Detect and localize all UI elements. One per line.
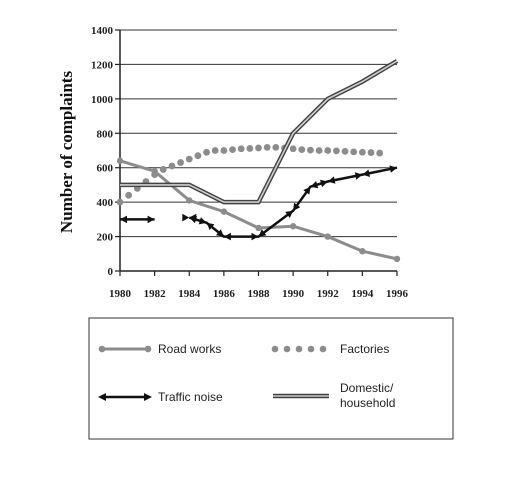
legend-road-works-dot	[145, 346, 152, 353]
data-point	[359, 149, 366, 156]
data-point	[376, 150, 383, 157]
series-domestic-household	[120, 61, 397, 202]
y-tick-label: 600	[97, 163, 114, 175]
data-point	[246, 145, 253, 152]
x-tick-label: 1982	[144, 288, 167, 300]
data-point	[117, 158, 123, 164]
legend-domestic-label-line2: household	[340, 396, 395, 410]
y-axis-label: Number of complaints	[57, 71, 76, 234]
legend-road-works-label: Road works	[158, 342, 221, 356]
y-tick-label: 1000	[91, 94, 114, 106]
series-factories	[117, 144, 383, 206]
legend-factories-dot	[308, 346, 315, 353]
data-point	[203, 149, 210, 156]
y-tick-label: 200	[97, 232, 114, 244]
data-point	[290, 223, 296, 229]
legend-factories-label: Factories	[340, 342, 389, 356]
data-point	[394, 256, 400, 262]
data-point	[220, 147, 227, 154]
data-point	[324, 147, 331, 154]
legend-domestic-label-line1: Domestic/	[340, 381, 394, 395]
data-point	[238, 145, 245, 152]
arrow-head-icon	[182, 214, 189, 222]
data-point	[342, 148, 349, 155]
arrow-head-icon	[252, 233, 259, 241]
data-point	[195, 152, 202, 159]
x-tick-label: 1990	[282, 288, 305, 300]
data-point	[160, 166, 167, 173]
legend-factories-dot	[284, 346, 291, 353]
arrow-head-icon	[120, 216, 127, 224]
data-point	[272, 144, 279, 151]
data-point	[290, 145, 297, 152]
data-point	[350, 148, 357, 155]
x-tick-label: 1980	[109, 288, 132, 300]
data-point	[186, 156, 193, 163]
data-point	[307, 147, 314, 154]
x-tick-label: 1986	[213, 288, 236, 300]
data-point	[264, 144, 271, 151]
series-line-inner	[120, 61, 397, 202]
data-point	[359, 248, 365, 254]
data-point	[151, 171, 158, 178]
x-tick-label: 1992	[317, 288, 340, 300]
data-point	[221, 208, 227, 214]
data-point	[255, 225, 261, 231]
legend-factories-dot	[296, 346, 303, 353]
grid	[120, 30, 397, 237]
data-point	[333, 147, 340, 154]
series-line-outer	[120, 61, 397, 202]
data-point	[177, 159, 184, 166]
series	[117, 61, 401, 262]
legend: Road works Factories Traffic noise Domes…	[89, 318, 453, 439]
x-tick-label: 1994	[351, 288, 374, 300]
y-tick-label: 0	[108, 266, 114, 278]
data-point	[298, 146, 305, 153]
y-tick-label: 1400	[91, 25, 114, 37]
data-point	[169, 163, 176, 170]
legend-road-works-dot	[99, 346, 106, 353]
data-point	[117, 199, 124, 206]
x-tick-label: 1988	[248, 288, 271, 300]
data-point	[368, 149, 375, 156]
y-tick-label: 800	[97, 128, 114, 140]
x-tick-label: 1984	[178, 288, 201, 300]
arrow-head-icon	[224, 233, 231, 241]
arrow-head-icon	[148, 216, 155, 224]
legend-traffic-noise-label: Traffic noise	[158, 390, 223, 404]
data-point	[255, 145, 262, 152]
data-point	[325, 233, 331, 239]
data-point	[229, 146, 236, 153]
x-tick-label: 1996	[386, 288, 409, 300]
y-tick-label: 1200	[91, 59, 114, 71]
legend-factories-dot	[272, 346, 279, 353]
data-point	[212, 147, 219, 154]
legend-factories-dot	[320, 346, 327, 353]
data-point	[186, 197, 192, 203]
data-point	[316, 147, 323, 154]
data-point	[125, 192, 132, 199]
ticks: 0 200 400 600 800 1000 1200 1400 1980 1982 1984 198…	[91, 25, 409, 300]
y-tick-label: 400	[97, 197, 114, 209]
legend-box	[89, 318, 453, 439]
